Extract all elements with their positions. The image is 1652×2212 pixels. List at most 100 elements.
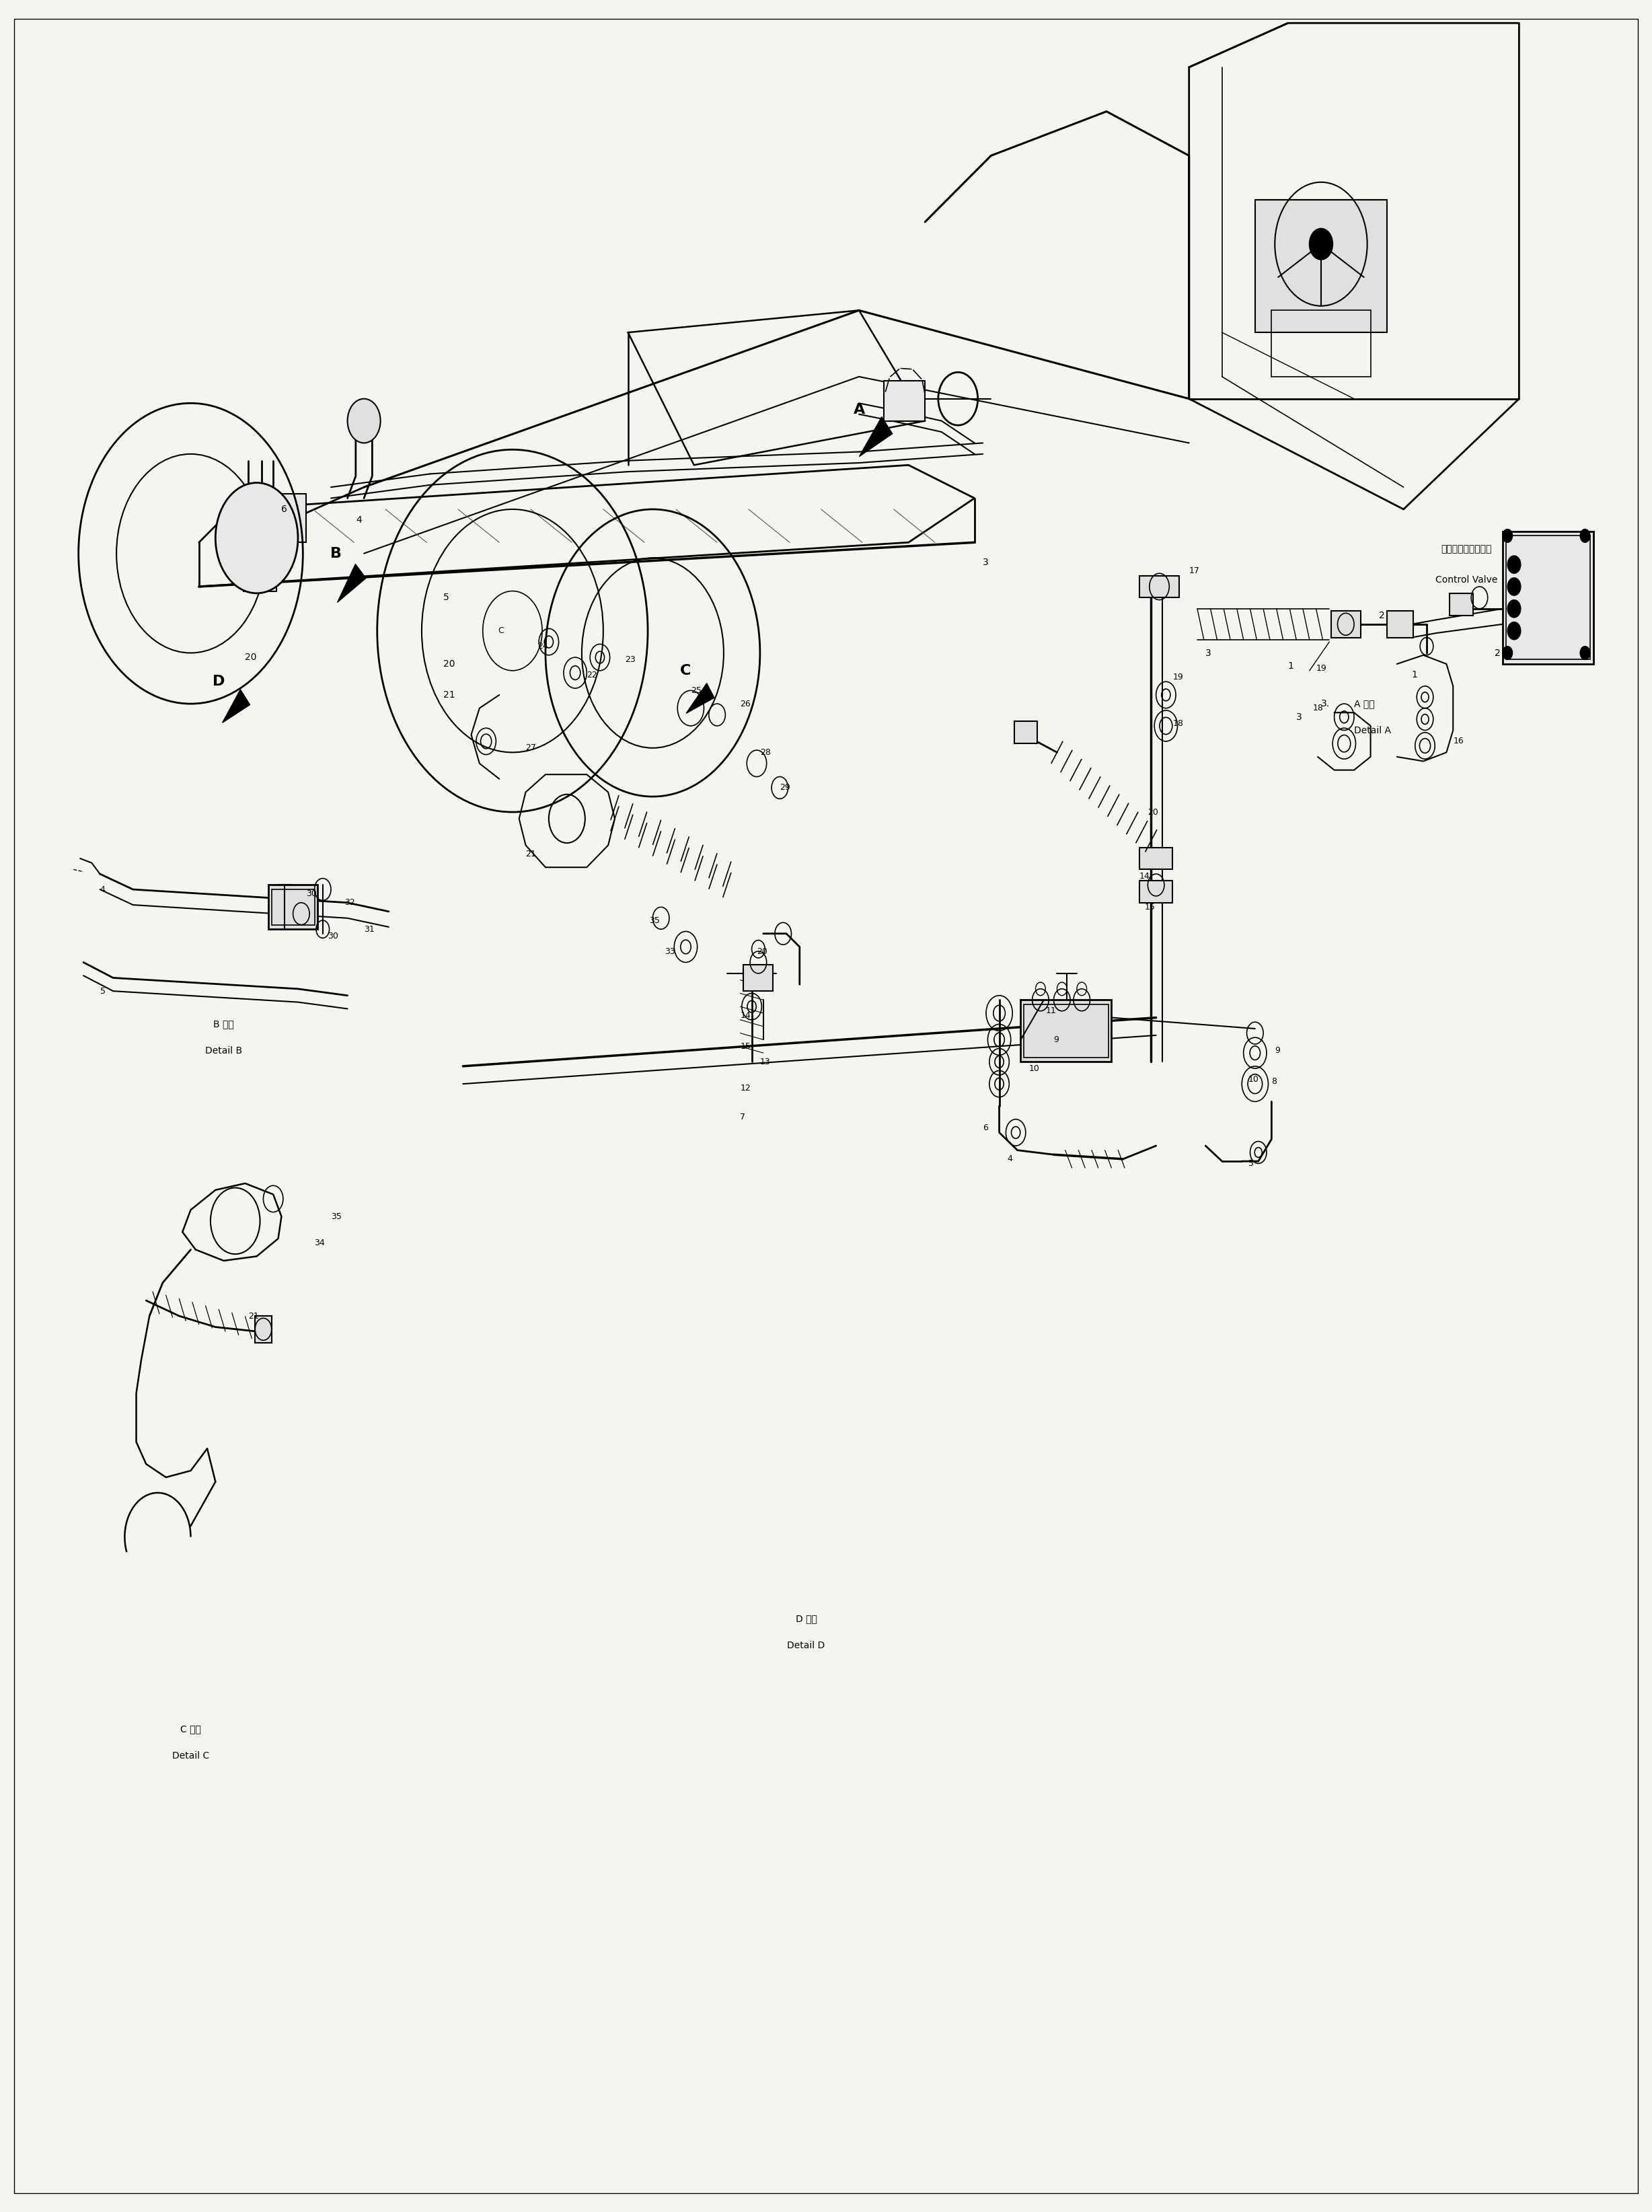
Text: 29: 29 [780,783,790,792]
Text: 2: 2 [1495,648,1500,657]
Text: 17: 17 [1189,566,1199,575]
Circle shape [1503,646,1513,659]
Bar [1140,880,1173,902]
Text: 21: 21 [525,849,537,858]
Text: 1: 1 [1289,661,1294,670]
Text: Detail D: Detail D [788,1641,824,1650]
Text: Detail B: Detail B [205,1046,243,1055]
Text: D: D [213,675,225,688]
Text: 3: 3 [983,557,988,566]
Text: 4: 4 [1008,1155,1013,1164]
Text: 24: 24 [537,641,548,650]
Text: 33: 33 [664,947,676,956]
Text: 3: 3 [1297,712,1302,721]
Bar [1332,611,1361,637]
Circle shape [1508,555,1521,573]
Text: 18: 18 [1173,719,1183,728]
Text: 35: 35 [649,916,661,925]
Text: 20: 20 [757,947,768,956]
Text: 18: 18 [1313,703,1323,712]
Text: 34: 34 [314,1239,325,1248]
Text: 6: 6 [281,504,287,513]
Bar [268,885,317,929]
Bar [1272,310,1371,376]
Text: Detail C: Detail C [172,1752,210,1761]
Polygon shape [337,564,365,602]
Bar [1256,199,1388,332]
Text: 5: 5 [443,593,449,602]
Circle shape [1503,529,1513,542]
Text: 35: 35 [330,1212,342,1221]
Circle shape [347,398,380,442]
Text: 21: 21 [248,1312,259,1321]
Text: B 詳細: B 詳細 [213,1020,235,1029]
Text: 12: 12 [740,1084,750,1093]
Bar [240,493,306,542]
Text: 2: 2 [1379,611,1384,619]
Text: 10: 10 [1249,1075,1259,1084]
Text: 10: 10 [1029,1064,1039,1073]
Text: 1: 1 [1412,670,1417,679]
Bar [1388,611,1414,637]
Polygon shape [223,690,249,723]
Bar [1021,1000,1112,1062]
Bar [1450,593,1474,615]
Text: 5: 5 [99,987,106,995]
Text: 23: 23 [624,655,636,664]
Text: 31: 31 [363,925,375,933]
Bar [1503,531,1593,664]
Text: 16: 16 [1454,737,1464,745]
Text: 19: 19 [1173,672,1183,681]
Text: 8: 8 [1272,1077,1277,1086]
Circle shape [1508,622,1521,639]
Circle shape [1310,228,1333,259]
Bar [254,1316,271,1343]
Bar [1507,535,1589,659]
Bar [743,964,773,991]
Text: A 詳細: A 詳細 [1355,699,1374,708]
Text: 6: 6 [983,1124,988,1133]
Text: 20: 20 [1148,807,1158,816]
Text: 21: 21 [443,690,454,699]
Polygon shape [859,416,892,456]
Text: 32: 32 [344,898,355,907]
Text: A: A [852,403,864,416]
Text: 15: 15 [1145,902,1155,911]
Text: 27: 27 [525,743,537,752]
Bar [1140,575,1180,597]
Text: Detail A: Detail A [1355,726,1391,734]
Text: 11: 11 [1046,1006,1056,1015]
Text: C: C [681,664,691,677]
Circle shape [215,482,297,593]
Bar [1140,847,1173,869]
Text: 3.: 3. [1322,699,1330,708]
Text: D 詳細: D 詳細 [796,1615,818,1624]
Bar [243,573,276,591]
Text: 28: 28 [760,748,771,757]
Text: 20: 20 [244,653,258,661]
Bar [1024,1004,1108,1057]
Text: 7: 7 [740,1113,745,1121]
Text: 4: 4 [355,515,362,524]
Text: 20: 20 [443,659,454,668]
Text: 14: 14 [1140,872,1150,880]
Text: 15: 15 [740,1042,752,1051]
Text: C: C [497,626,504,635]
Text: 13: 13 [760,1057,770,1066]
Text: コントロールバルブ: コントロールバルブ [1441,544,1492,553]
Text: C 詳細: C 詳細 [180,1725,202,1734]
Text: 14: 14 [740,1011,750,1020]
Polygon shape [686,684,714,712]
Bar [1014,721,1037,743]
Text: B: B [330,546,342,560]
Text: 19: 19 [1317,664,1327,672]
Text: 25: 25 [691,686,702,695]
Text: 4: 4 [99,885,106,894]
Text: 22: 22 [586,670,598,679]
Bar [884,380,925,420]
Text: 30: 30 [327,931,339,940]
Text: 26: 26 [740,699,750,708]
Text: 30: 30 [306,889,317,898]
Text: 9: 9 [1275,1046,1280,1055]
Text: 9: 9 [1054,1035,1059,1044]
